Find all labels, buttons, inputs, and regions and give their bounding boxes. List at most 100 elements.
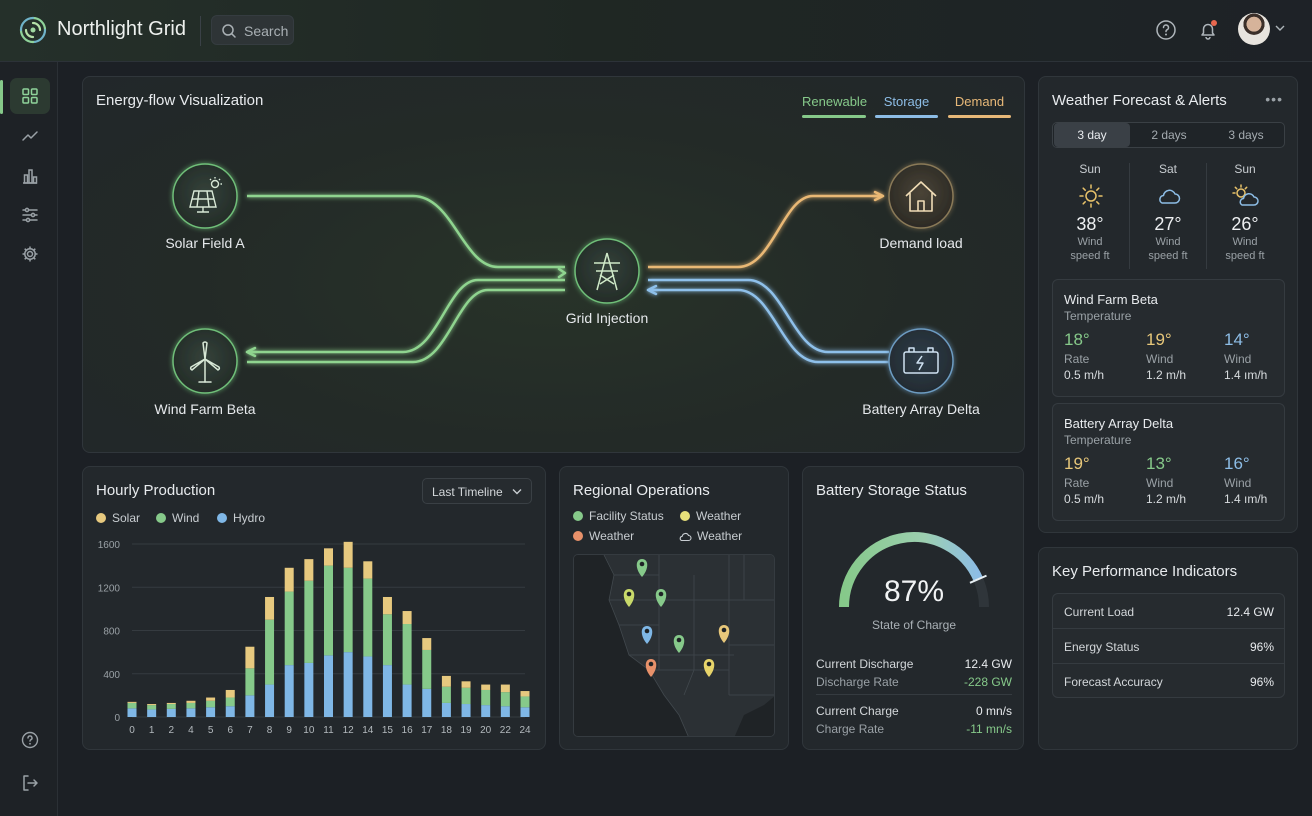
forecast-day: Sat 27° Wind speed ft bbox=[1130, 162, 1206, 263]
x-tick-label: 20 bbox=[480, 725, 492, 736]
bar-wind bbox=[127, 702, 137, 709]
demand-flow bbox=[648, 190, 885, 269]
sidebar-item-logout[interactable] bbox=[10, 765, 50, 801]
metric-sub: 1.4 ım/h bbox=[1224, 492, 1268, 506]
bar-solar bbox=[206, 697, 216, 701]
bar-solar bbox=[186, 700, 196, 703]
bar-solar bbox=[481, 684, 491, 690]
house-icon bbox=[905, 181, 937, 212]
tab-renewable[interactable]: Renewable bbox=[802, 94, 867, 118]
flow-diagram bbox=[172, 163, 954, 394]
x-tick-label: 6 bbox=[227, 725, 233, 736]
avatar[interactable] bbox=[1238, 13, 1270, 45]
legend-wind: Wind bbox=[156, 511, 199, 525]
search-icon bbox=[222, 24, 236, 38]
regional-map[interactable] bbox=[573, 554, 775, 737]
active-indicator bbox=[0, 80, 3, 114]
bar-hydro bbox=[166, 708, 176, 717]
sidebar-item-trends[interactable] bbox=[10, 118, 50, 154]
kpi-panel: Key Performance Indicators Current Load … bbox=[1038, 547, 1298, 750]
bar-hydro bbox=[245, 695, 255, 717]
battery-storage-panel: Battery Storage Status 87% State of Char… bbox=[802, 466, 1024, 750]
y-tick-label: 0 bbox=[114, 713, 120, 724]
y-tick-label: 1200 bbox=[98, 583, 121, 594]
storage-flow bbox=[646, 278, 889, 364]
help-icon bbox=[21, 731, 39, 749]
bar-hydro bbox=[402, 684, 412, 717]
partly-cloudy-icon bbox=[1232, 184, 1259, 206]
sidebar-item-controls[interactable] bbox=[10, 197, 50, 233]
metric-col: 13° Wind 1.2 m/h bbox=[1146, 454, 1186, 506]
solar-panel-icon bbox=[189, 177, 222, 213]
row-label: Current Discharge bbox=[816, 657, 914, 671]
renewable-flow bbox=[245, 194, 567, 364]
grid-node[interactable] bbox=[574, 238, 640, 304]
demand-node[interactable] bbox=[888, 163, 954, 229]
x-tick-label: 12 bbox=[343, 725, 355, 736]
bar-wind bbox=[245, 668, 255, 696]
more-options-icon[interactable]: ••• bbox=[1265, 91, 1283, 107]
bar-wind bbox=[500, 692, 510, 707]
bar-hydro bbox=[324, 655, 333, 717]
sidebar-item-analytics[interactable] bbox=[10, 158, 50, 194]
wind-node[interactable] bbox=[172, 328, 238, 394]
bar-hydro bbox=[225, 706, 235, 717]
day-temp: 26° bbox=[1231, 214, 1259, 234]
help-icon[interactable] bbox=[1155, 19, 1177, 41]
bar-solar bbox=[422, 638, 432, 650]
hourly-production-panel: Hourly Production Last Timeline Solar Wi… bbox=[82, 466, 546, 750]
tab-underline bbox=[802, 115, 866, 118]
tab-3-days[interactable]: 3 days bbox=[1228, 128, 1264, 142]
bell-icon[interactable] bbox=[1197, 19, 1219, 41]
bar-hydro bbox=[481, 705, 491, 717]
search-placeholder: Search bbox=[244, 23, 289, 39]
day-detail: speed ft bbox=[1148, 250, 1188, 262]
x-tick-label: 15 bbox=[382, 725, 394, 736]
battery-icon bbox=[903, 347, 939, 374]
tab-2-days[interactable]: 2 days bbox=[1151, 128, 1187, 142]
solar-node[interactable] bbox=[172, 163, 238, 229]
sidebar-item-dashboard[interactable] bbox=[10, 78, 50, 114]
bar-wind bbox=[225, 697, 235, 707]
sidebar-item-settings[interactable] bbox=[10, 236, 50, 272]
bar-wind bbox=[166, 704, 176, 709]
tab-3-day[interactable]: 3 day bbox=[1054, 123, 1130, 147]
legend-weather: Weather bbox=[678, 529, 742, 543]
bar-wind bbox=[324, 565, 333, 656]
bar-wind bbox=[304, 580, 314, 663]
logo-icon bbox=[19, 16, 47, 44]
kpi-row: Energy Status 96% bbox=[1053, 629, 1284, 664]
metric-value: 16° bbox=[1224, 454, 1250, 473]
metric-label: Wind bbox=[1224, 352, 1252, 366]
bar-solar bbox=[265, 596, 275, 620]
day-detail: speed ft bbox=[1070, 250, 1110, 262]
day-temp: 27° bbox=[1154, 214, 1182, 234]
metric-sub: 0.5 m/h bbox=[1064, 492, 1105, 506]
bar-hydro bbox=[500, 706, 510, 717]
soc-gauge bbox=[839, 532, 989, 608]
x-tick-label: 24 bbox=[519, 725, 531, 736]
battery-node[interactable] bbox=[888, 328, 954, 394]
x-tick-label: 18 bbox=[441, 725, 453, 736]
bar-solar bbox=[166, 702, 176, 705]
x-tick-label: 16 bbox=[402, 725, 414, 736]
node-label-wind: Wind Farm Beta bbox=[154, 401, 256, 417]
sidebar-item-help[interactable] bbox=[10, 722, 50, 758]
chevron-down-icon[interactable] bbox=[1275, 24, 1285, 32]
forecast-day: Sun 38° Wind speed ft bbox=[1052, 162, 1128, 263]
tab-storage[interactable]: Storage bbox=[875, 94, 938, 118]
search-input[interactable]: Search bbox=[211, 15, 294, 45]
tab-demand[interactable]: Demand bbox=[948, 94, 1011, 118]
legend-swatch bbox=[217, 513, 227, 523]
timeline-dropdown[interactable]: Last Timeline bbox=[422, 478, 532, 504]
node-label-grid: Grid Injection bbox=[565, 310, 649, 326]
bar-wind bbox=[402, 624, 412, 685]
x-tick-label: 11 bbox=[323, 725, 334, 736]
bar-wind bbox=[382, 614, 392, 666]
weather-panel: Weather Forecast & Alerts ••• 3 day 2 da… bbox=[1038, 76, 1298, 533]
x-tick-label: 14 bbox=[362, 725, 374, 736]
map-canvas bbox=[574, 555, 774, 736]
bar-hydro bbox=[441, 702, 451, 717]
bar-solar bbox=[127, 701, 137, 703]
bar-hydro bbox=[284, 665, 294, 717]
